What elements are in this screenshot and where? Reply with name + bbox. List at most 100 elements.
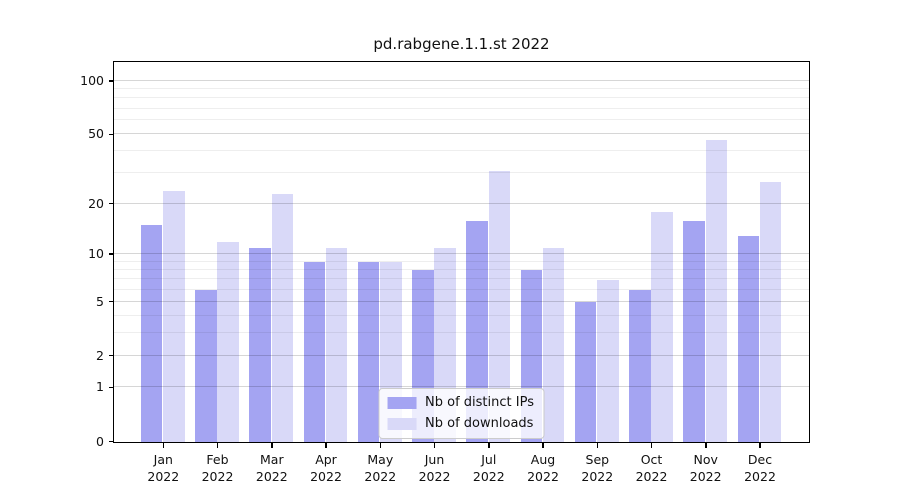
bar-distinct-ips-may (357, 262, 380, 442)
legend: Nb of distinct IPs Nb of downloads (378, 388, 545, 439)
y-axis-tick (108, 440, 114, 443)
y-tick-label: 1 (96, 379, 104, 395)
x-tick-label-year: 2022 (635, 469, 668, 484)
x-tick-label-aug: Aug 2022 (511, 451, 575, 485)
gridline-minor (114, 107, 809, 109)
legend-item-downloads: Nb of downloads (387, 414, 534, 433)
x-axis-tick (433, 443, 436, 448)
gridline-major (114, 386, 809, 388)
x-tick-label-oct: Oct 2022 (620, 451, 684, 485)
x-tick-label-month: Jun (424, 452, 445, 467)
x-tick-label-month: Aug (530, 452, 556, 467)
gridline-major (114, 133, 809, 135)
bar-distinct-ips-sep (574, 302, 597, 442)
x-axis-tick (325, 443, 327, 448)
bar-downloads-oct (651, 212, 673, 442)
x-tick-label-jul: Jul 2022 (457, 451, 521, 485)
legend-swatch-distinct-ips (387, 396, 417, 409)
gridline-major (114, 253, 809, 255)
y-tick-label: 0 (96, 433, 104, 449)
x-tick-label-dec: Dec 2022 (728, 451, 792, 485)
bar-downloads-dec (759, 181, 782, 442)
bar-downloads-jan (163, 190, 185, 442)
x-axis-tick (596, 443, 598, 448)
x-tick-label-month: Apr (315, 452, 337, 467)
x-tick-label-jan: Jan 2022 (131, 451, 195, 485)
x-tick-label-jun: Jun 2022 (403, 451, 467, 485)
x-tick-label-year: 2022 (201, 469, 234, 484)
x-axis-tick (488, 443, 490, 448)
bar-downloads-sep (597, 279, 619, 442)
x-tick-label-year: 2022 (744, 469, 776, 484)
legend-swatch-downloads (387, 417, 417, 430)
y-tick-label: 10 (88, 246, 104, 262)
gridline-minor (114, 172, 809, 174)
bar-downloads-mar (271, 193, 294, 442)
bar-distinct-ips-jul (466, 220, 488, 442)
bar-distinct-ips-apr (303, 262, 326, 442)
legend-label-downloads: Nb of downloads (425, 416, 534, 431)
bar-downloads-apr (325, 247, 348, 442)
gridline-minor (114, 88, 809, 90)
bar-distinct-ips-mar (249, 247, 271, 442)
x-tick-label-month: Mar (260, 452, 284, 467)
gridline-minor (114, 119, 809, 121)
bar-distinct-ips-oct (629, 290, 651, 442)
bar-distinct-ips-feb (195, 290, 217, 442)
x-axis-tick (650, 443, 653, 448)
x-axis-tick (542, 443, 544, 448)
x-axis-tick (759, 443, 761, 448)
x-tick-label-mar: Mar 2022 (240, 451, 304, 485)
x-tick-label-year: 2022 (310, 469, 342, 484)
x-tick-label-year: 2022 (364, 469, 397, 484)
y-axis-tick (108, 133, 114, 136)
y-tick-label: 20 (88, 195, 104, 211)
gridline-major (114, 80, 809, 81)
legend-item-distinct-ips: Nb of distinct IPs (387, 393, 534, 412)
x-tick-label-month: Nov (693, 452, 718, 467)
x-tick-label-month: Sep (585, 452, 610, 467)
gridline-minor (114, 288, 809, 290)
x-tick-label-month: May (367, 452, 394, 467)
x-axis-tick (271, 443, 273, 448)
bar-distinct-ips-dec (737, 235, 760, 442)
x-axis-tick (162, 443, 165, 448)
plot-area: Nb of distinct IPs Nb of downloads (113, 61, 810, 443)
y-tick-label: 2 (96, 347, 104, 363)
y-axis-tick (108, 300, 114, 303)
x-tick-label-year: 2022 (581, 469, 614, 484)
gridline-minor (114, 314, 809, 316)
chart-title: pd.rabgene.1.1.st 2022 (373, 35, 550, 53)
x-tick-label-apr: Apr 2022 (294, 451, 358, 485)
y-axis-tick (108, 253, 114, 255)
x-tick-label-month: Oct (640, 452, 663, 467)
y-tick-label: 50 (88, 126, 104, 142)
bar-downloads-nov (705, 139, 728, 442)
gridline-minor (114, 332, 809, 334)
x-axis-tick (216, 443, 219, 448)
x-tick-label-year: 2022 (689, 469, 722, 484)
gridline-minor (114, 97, 809, 99)
x-axis-tick (705, 443, 707, 448)
bar-distinct-ips-jan (140, 225, 163, 442)
x-tick-label-year: 2022 (527, 469, 559, 484)
x-tick-label-year: 2022 (255, 469, 288, 484)
y-axis-tick (108, 202, 114, 205)
x-tick-label-year: 2022 (472, 469, 505, 484)
bar-downloads-jul (488, 171, 511, 442)
x-tick-label-month: Feb (206, 452, 229, 467)
gridline-major (114, 202, 809, 204)
y-tick-label: 100 (80, 73, 104, 88)
x-axis-tick (379, 443, 381, 448)
x-tick-label-month: Jul (481, 452, 497, 467)
x-tick-label-feb: Feb 2022 (186, 451, 250, 485)
bar-distinct-ips-nov (683, 220, 705, 442)
gridline-minor (114, 260, 809, 262)
y-axis-tick (108, 386, 114, 389)
x-tick-label-month: Jan (153, 452, 173, 467)
bar-downloads-aug (542, 247, 565, 442)
y-axis-tick (108, 80, 114, 82)
bar-downloads-feb (217, 241, 239, 442)
x-tick-label-month: Dec (747, 452, 773, 467)
